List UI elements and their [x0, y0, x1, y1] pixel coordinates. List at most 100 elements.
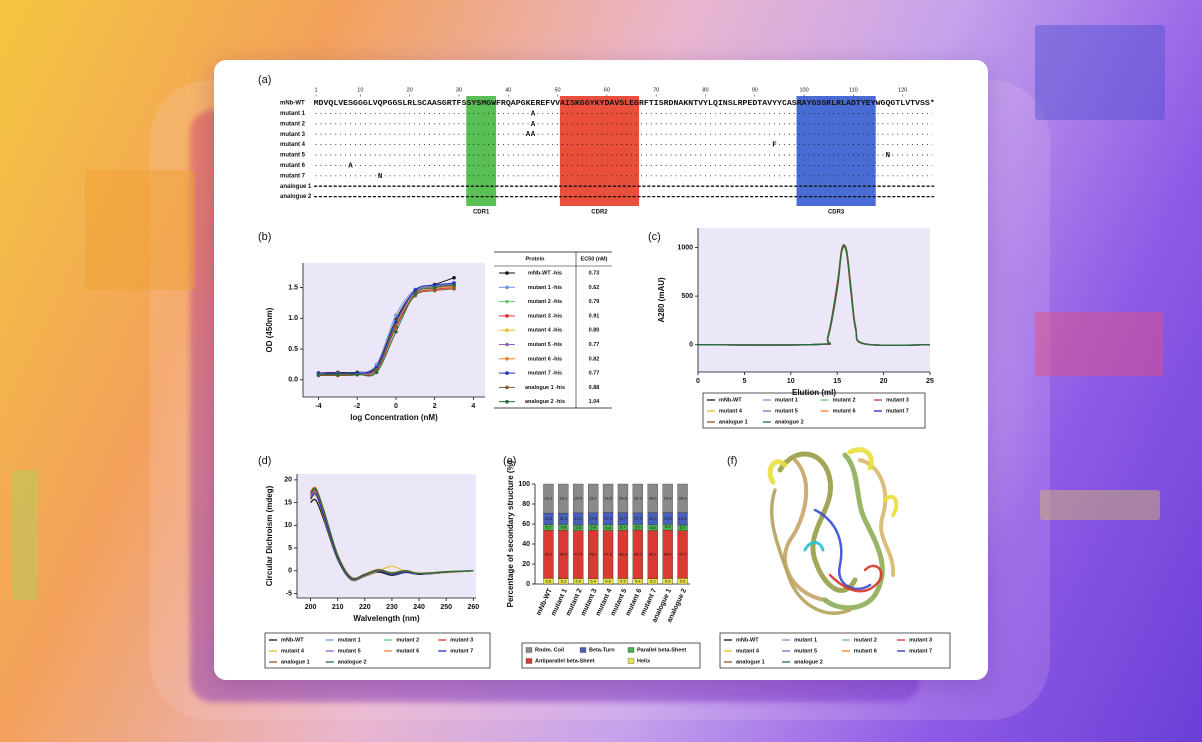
bar-value-label: 11.3 — [560, 516, 568, 521]
bar-segment — [573, 483, 584, 514]
bar-value-label: 5.4 — [590, 578, 596, 583]
bar-value-label: 11.9 — [619, 516, 627, 521]
data-point — [452, 287, 456, 291]
cdr-region — [559, 96, 640, 206]
cdr-label: CDR2 — [591, 210, 608, 216]
y-tick-label: 1.0 — [288, 315, 298, 322]
panel-label: (d) — [258, 455, 271, 467]
mutation-bg — [530, 130, 536, 138]
legend-label: mutant 5 -his — [528, 342, 562, 348]
cdr-label: CDR3 — [828, 210, 845, 216]
bar-segment — [662, 483, 673, 513]
legend-label: Beta-Turn — [589, 647, 615, 653]
ec50-value: 0.88 — [589, 385, 600, 391]
data-point — [394, 330, 398, 334]
legend-swatch — [525, 658, 533, 664]
panel-label: (b) — [258, 231, 271, 243]
bar-segment — [677, 483, 688, 513]
mutation-bg — [525, 130, 531, 138]
bar-value-label: 28.9 — [634, 496, 643, 501]
sequence: MDVQLVESGGGLVQPGGSLRLSCAASGRTFSSYSMGWFRQ… — [314, 100, 935, 108]
bar-value-label: 28.6 — [664, 495, 673, 500]
legend-label: analogue 1 -his — [525, 385, 565, 391]
table-header: EC50 (nM) — [581, 256, 608, 262]
bar-value-label: 5.6 — [575, 525, 581, 530]
y-axis-label: OD (450nm) — [265, 307, 274, 352]
x-tick-label: 10 — [787, 378, 795, 385]
position-label: 40 — [505, 87, 511, 93]
legend-marker — [505, 371, 509, 375]
bar-value-label: 48.3 — [619, 551, 628, 556]
cdr-region — [466, 96, 497, 206]
ribbon — [770, 488, 852, 615]
legend-label: Rndm. Coil — [535, 647, 564, 653]
plot-area — [297, 474, 476, 598]
cdr-region — [796, 96, 876, 206]
legend-label: mutant 3 — [909, 637, 932, 643]
legend-marker — [505, 328, 509, 333]
y-tick-label: 15 — [284, 499, 292, 506]
y-tick-label: 1000 — [677, 244, 693, 251]
bar-value-label: 5.5 — [665, 578, 671, 583]
bar-value-label: 5.3 — [561, 578, 567, 583]
legend-label: Parallel beta-Sheet — [637, 647, 686, 653]
bar-value-label: 28.5 — [604, 495, 613, 500]
mutation-bg — [885, 151, 891, 159]
x-tick-label: 15 — [833, 378, 841, 385]
bar-segment — [632, 483, 643, 514]
position-label: 110 — [849, 87, 858, 93]
y-axis-label: Percentage of secondary structure (%) — [506, 460, 515, 607]
data-point — [452, 275, 456, 280]
bar-segment — [617, 483, 629, 513]
bar-value-label: 11.5 — [634, 516, 642, 521]
ribbon — [803, 541, 825, 552]
legend-swatch — [579, 647, 587, 653]
x-tick-label: 200 — [305, 604, 317, 611]
position-label: 30 — [456, 87, 462, 93]
panel-label: (f) — [727, 455, 737, 467]
legend-label: mNb-WT -his — [528, 270, 562, 276]
y-tick-label: 0.0 — [288, 377, 298, 384]
row-name: mutant 6 — [280, 163, 306, 169]
position-label: 90 — [752, 87, 758, 93]
row-name: mutant 1 — [280, 111, 306, 117]
legend-label: mutant 3 — [450, 637, 473, 643]
ec50-value: 0.91 — [589, 313, 600, 319]
legend-label: mutant 4 — [736, 648, 760, 654]
data-point — [413, 291, 418, 296]
decoration — [1035, 25, 1165, 120]
ec50-value: 0.77 — [589, 342, 600, 348]
y-tick-label: 20 — [522, 561, 530, 568]
mutation-bg — [530, 109, 536, 117]
legend-label: mutant 7 — [886, 408, 909, 414]
legend-label: mutant 4 — [281, 648, 305, 654]
legend-label: Antiparallel beta-Sheet — [535, 658, 595, 664]
legend-swatch — [627, 647, 635, 653]
x-tick-label: 25 — [926, 378, 934, 385]
bar-segment — [647, 483, 658, 513]
x-axis-label: Elution (ml) — [792, 388, 836, 397]
bar-value-label: 5.8 — [650, 525, 656, 530]
bar-segment — [588, 483, 599, 513]
bar-value-label: 48.6 — [634, 551, 643, 556]
y-tick-label: 500 — [681, 293, 693, 300]
legend-label: analogue 2 — [338, 659, 367, 665]
mutation: A — [531, 110, 536, 118]
ec50-value: 0.77 — [589, 371, 600, 377]
y-tick-label: 0 — [526, 581, 530, 588]
bar-value-label: 5.7 — [546, 525, 552, 530]
legend-label: mutant 5 — [794, 648, 817, 654]
legend-label: mutant 3 — [886, 397, 909, 403]
series-line — [697, 245, 931, 346]
data-point — [374, 370, 379, 375]
ribbon — [822, 452, 885, 611]
data-point — [336, 372, 340, 377]
legend-label: mutant 2 — [833, 397, 856, 403]
bar-value-label: 5.6 — [635, 524, 641, 529]
x-tick-label: -2 — [354, 403, 360, 410]
legend-swatch — [627, 658, 635, 664]
row-name: mutant 7 — [280, 173, 306, 179]
protein-structure — [767, 447, 899, 615]
ribbon — [813, 508, 872, 591]
legend-label: mutant 7 -his — [528, 371, 562, 377]
